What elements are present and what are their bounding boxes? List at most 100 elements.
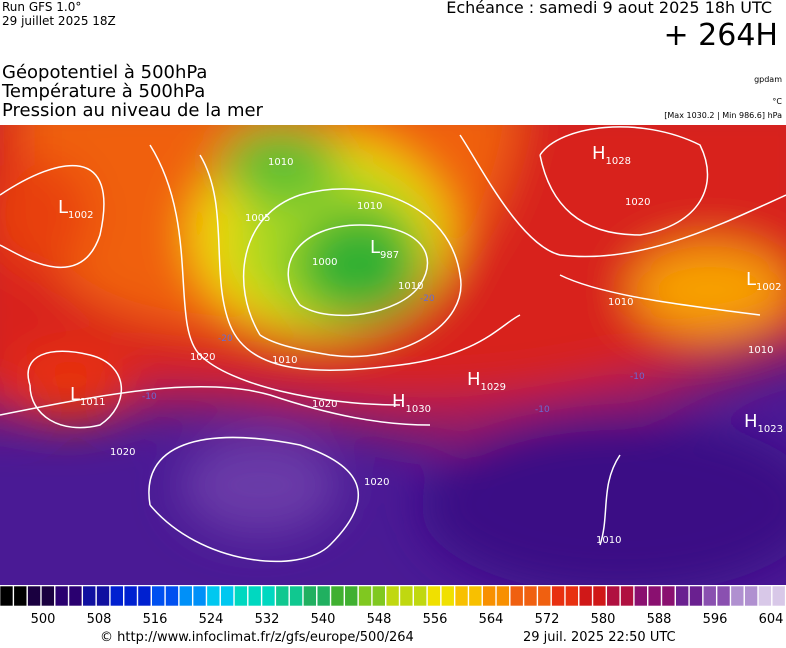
colorbar-tick-label: 604 bbox=[759, 612, 784, 627]
colorbar-cell bbox=[165, 586, 179, 607]
center-value: 1011 bbox=[80, 397, 105, 408]
colorbar-cell bbox=[289, 586, 303, 607]
isobars bbox=[0, 126, 786, 563]
valid-time: Echéance : samedi 9 aout 2025 18h UTC bbox=[446, 0, 772, 17]
colorbar-cell bbox=[565, 586, 579, 607]
isobar-label: 1000 bbox=[312, 257, 337, 268]
colorbar-cell bbox=[54, 586, 69, 607]
center-value: 1030 bbox=[406, 404, 431, 415]
colorbar-cell bbox=[537, 586, 552, 607]
colorbar-cell bbox=[675, 586, 689, 607]
colorbar-cell bbox=[330, 586, 345, 607]
isobar-label: 1020 bbox=[190, 352, 215, 363]
colorbar-cell bbox=[399, 586, 414, 607]
colorbar-cell bbox=[771, 586, 786, 607]
title: Géopotentiel à 500hPa bbox=[2, 62, 208, 83]
center-value: 1023 bbox=[758, 424, 783, 435]
center-letter: L bbox=[746, 269, 756, 290]
colorbar-tick-label: 524 bbox=[199, 612, 224, 627]
colorbar-cell bbox=[303, 586, 317, 607]
isobar-label: 1010 bbox=[398, 281, 423, 292]
title: Température à 500hPa bbox=[2, 81, 206, 102]
center-letter: H bbox=[467, 369, 481, 390]
unit: °C bbox=[772, 97, 782, 106]
pressure-center: H1029 bbox=[467, 369, 506, 393]
colorbar-cell bbox=[192, 586, 207, 607]
center-value: 987 bbox=[380, 250, 399, 261]
isobar-label: 1020 bbox=[625, 197, 650, 208]
colorbar-cell bbox=[468, 586, 483, 607]
colorbar-cell bbox=[509, 586, 524, 607]
center-value: 1028 bbox=[606, 156, 631, 167]
colorbar-tick-label: 588 bbox=[647, 612, 672, 627]
isobar-label: 1020 bbox=[110, 447, 135, 458]
colorbar-cell bbox=[96, 586, 110, 607]
isobar-label: 1010 bbox=[272, 355, 297, 366]
colorbar-cell bbox=[413, 586, 427, 607]
center-value: 1002 bbox=[68, 210, 93, 221]
run-model: Run GFS 1.0° bbox=[2, 0, 82, 14]
colorbar-tick-label: 580 bbox=[591, 612, 616, 627]
temperature-label: -20 bbox=[420, 294, 435, 304]
colorbar-tick-label: 564 bbox=[479, 612, 504, 627]
pressure-center: H1023 bbox=[744, 411, 783, 435]
isobar-label: 1010 bbox=[268, 157, 293, 168]
footer-timestamp: 29 juil. 2025 22:50 UTC bbox=[523, 630, 676, 645]
colorbar-cell bbox=[758, 586, 772, 607]
colorbar-cell bbox=[261, 586, 276, 607]
colorbar-cell bbox=[82, 586, 97, 607]
unit: [Max 1030.2 | Min 986.6] hPa bbox=[664, 111, 782, 120]
colorbar-cell bbox=[123, 586, 138, 607]
colorbar-cell bbox=[454, 586, 469, 607]
pressure-center: H1028 bbox=[592, 143, 631, 167]
colorbar-cell bbox=[440, 586, 455, 607]
colorbar: 500 508 516 524 532 540 548 556 564 572 580 588 596 6… bbox=[0, 586, 786, 627]
run-info: Run GFS 1.0° 29 juillet 2025 18Z bbox=[2, 0, 116, 28]
temperature-label: -10 bbox=[630, 372, 645, 382]
colorbar-cell bbox=[234, 586, 248, 607]
colorbar-cell bbox=[220, 586, 234, 607]
colorbar-cell bbox=[316, 586, 331, 607]
colorbar-cell bbox=[606, 586, 621, 607]
isobar-label: 1010 bbox=[608, 297, 633, 308]
colorbar-cell bbox=[730, 586, 745, 607]
colorbar-cell bbox=[110, 586, 124, 607]
colorbar-cell bbox=[13, 586, 28, 607]
center-letter: H bbox=[592, 143, 606, 164]
pressure-center: L987 bbox=[370, 237, 399, 261]
colorbar-cell bbox=[178, 586, 193, 607]
colorbar-cell bbox=[647, 586, 662, 607]
center-letter: L bbox=[58, 197, 68, 218]
colorbar-cell bbox=[427, 586, 441, 607]
colorbar-cell bbox=[578, 586, 593, 607]
title: Pression au niveau de la mer bbox=[2, 100, 263, 121]
colorbar-cell bbox=[523, 586, 538, 607]
colorbar-cell bbox=[344, 586, 359, 607]
colorbar-tick-label: 548 bbox=[367, 612, 392, 627]
lead-time: + 264H bbox=[663, 18, 779, 53]
isobar-label: 1010 bbox=[596, 535, 621, 546]
colorbar-cell bbox=[41, 586, 55, 607]
isobar-label: 1010 bbox=[748, 345, 773, 356]
colorbar-cell bbox=[744, 586, 758, 607]
pressure-center: H1030 bbox=[392, 391, 431, 415]
colorbar-cell bbox=[275, 586, 290, 607]
colorbar-cell bbox=[27, 586, 41, 607]
colorbar-cell bbox=[68, 586, 83, 607]
isobar-label: 1020 bbox=[312, 399, 337, 410]
colorbar-tick-label: 596 bbox=[703, 612, 728, 627]
colorbar-tick-label: 532 bbox=[255, 612, 280, 627]
isobar-label: 1010 bbox=[357, 201, 382, 212]
titles: Géopotentiel à 500hPa Température à 500h… bbox=[2, 63, 263, 120]
field-shading bbox=[0, 125, 786, 585]
colorbar-cell bbox=[385, 586, 400, 607]
center-letter: H bbox=[744, 411, 758, 432]
unit: gpdam bbox=[754, 75, 782, 84]
footer-url: © http://www.infoclimat.fr/z/gfs/europe/… bbox=[100, 630, 414, 645]
colorbar-cell bbox=[496, 586, 510, 607]
center-letter: H bbox=[392, 391, 406, 412]
colorbar-cell bbox=[247, 586, 262, 607]
colorbar-cell bbox=[702, 586, 717, 607]
